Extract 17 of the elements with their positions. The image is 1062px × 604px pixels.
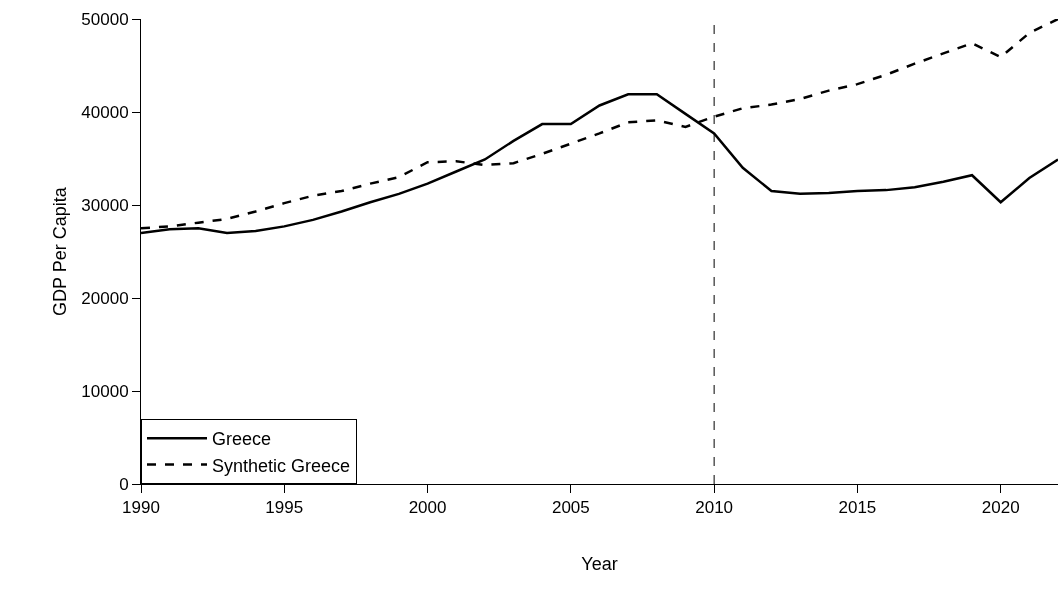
x-tick-label: 2015 bbox=[838, 498, 877, 518]
x-tick-label: 2005 bbox=[551, 498, 590, 518]
x-tick-label: 2010 bbox=[695, 498, 734, 518]
legend-label: Greece bbox=[212, 429, 272, 450]
y-tick-label: 0 bbox=[119, 474, 129, 494]
y-tick-label: 20000 bbox=[81, 288, 129, 308]
x-tick-label: 1995 bbox=[265, 498, 304, 518]
y-tick-label: 40000 bbox=[81, 102, 129, 122]
x-tick-label: 2020 bbox=[981, 498, 1020, 518]
y-axis-title: GDP Per Capita bbox=[49, 186, 70, 316]
y-tick-label: 50000 bbox=[81, 9, 129, 29]
y-tick-label: 10000 bbox=[81, 381, 129, 401]
x-axis-title: Year bbox=[581, 553, 618, 574]
y-tick-label: 30000 bbox=[81, 195, 129, 215]
x-tick-label: 2000 bbox=[408, 498, 447, 518]
legend-label: Synthetic Greece bbox=[212, 455, 351, 476]
x-tick-label: 1990 bbox=[122, 498, 160, 518]
